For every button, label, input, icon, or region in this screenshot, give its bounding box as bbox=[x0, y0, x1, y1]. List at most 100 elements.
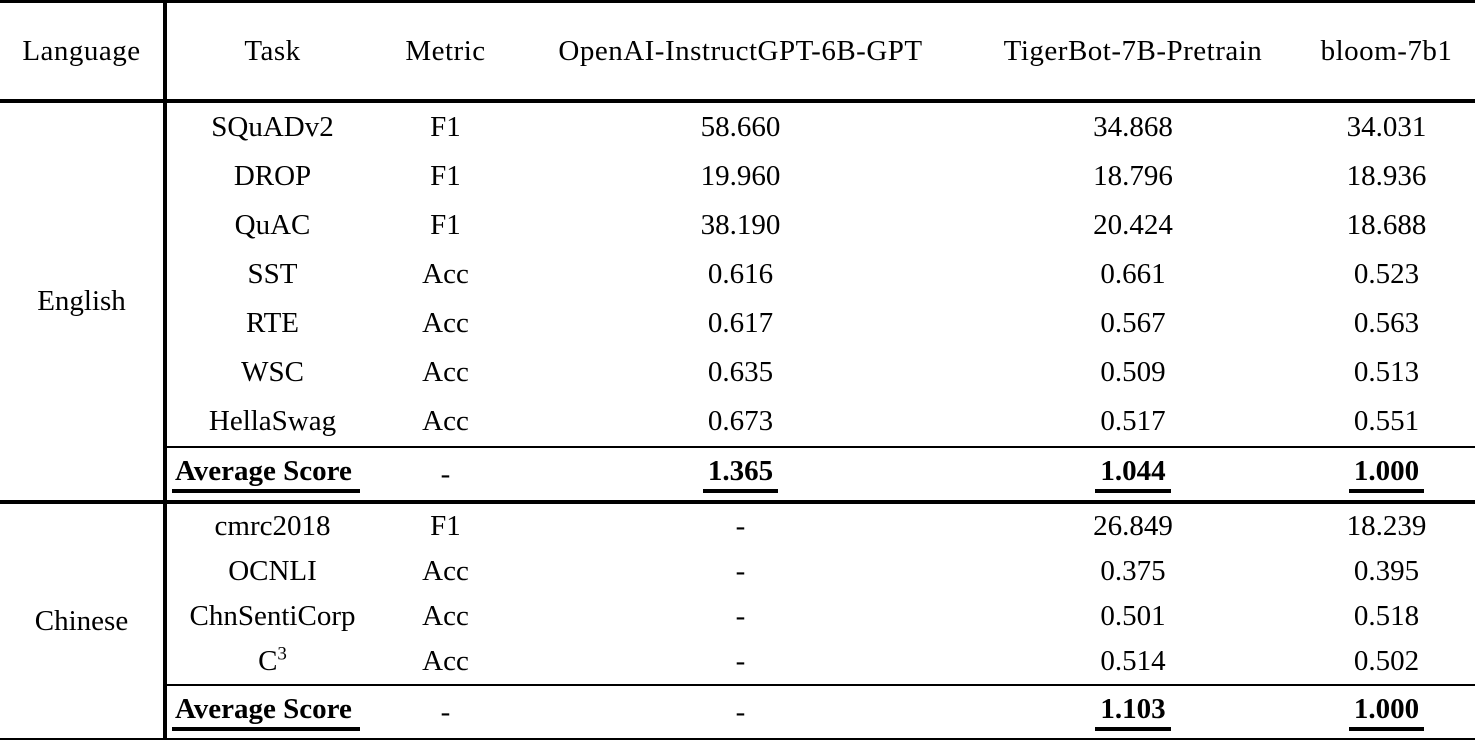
metric-cell: F1 bbox=[430, 510, 461, 542]
score-cell: 0.551 bbox=[1353, 405, 1420, 437]
metric-cell: F1 bbox=[430, 209, 461, 241]
header-model-openai-instructgpt: OpenAI-InstructGPT-6B-GPT bbox=[513, 1, 968, 103]
metric-cell: - bbox=[378, 446, 513, 502]
average-score-row: Average Score - 1.365 1.044 1.000 bbox=[0, 446, 1475, 502]
metric-cell: Acc bbox=[422, 307, 469, 339]
score-cell: - bbox=[735, 600, 746, 632]
score-cell: 18.688 bbox=[1346, 209, 1427, 241]
task-base: C bbox=[258, 645, 278, 677]
score-cell: 0.502 bbox=[1353, 645, 1420, 677]
average-score-row: Average Score - - 1.103 1.000 bbox=[0, 684, 1475, 740]
header-metric: Metric bbox=[378, 1, 513, 103]
table-row: HellaSwag Acc 0.673 0.517 0.551 bbox=[0, 397, 1475, 447]
header-model-bloom-7b1: bloom-7b1 bbox=[1298, 1, 1475, 103]
table-header: Language Task Metric OpenAI-InstructGPT-… bbox=[0, 1, 1475, 103]
table-row: DROP F1 19.960 18.796 18.936 bbox=[0, 152, 1475, 201]
score-cell: 20.424 bbox=[1093, 209, 1173, 241]
score-cell: 0.501 bbox=[1100, 600, 1166, 632]
metric-cell: Acc bbox=[422, 600, 469, 632]
score-cell: 0.518 bbox=[1353, 600, 1420, 632]
metric-cell: F1 bbox=[430, 111, 461, 143]
average-score-value: 1.044 bbox=[1095, 455, 1171, 494]
task-cell: SST bbox=[247, 258, 298, 290]
task-cell: DROP bbox=[233, 160, 312, 192]
score-cell: 0.617 bbox=[707, 307, 774, 339]
metric-cell: F1 bbox=[430, 160, 461, 192]
average-score-value: 1.103 bbox=[1095, 693, 1171, 732]
table-row: OCNLI Acc - 0.375 0.395 bbox=[0, 549, 1475, 594]
average-label-cell: Average Score bbox=[165, 684, 378, 740]
task-cell: QuAC bbox=[234, 209, 311, 241]
header-task: Task bbox=[165, 1, 378, 103]
table-row: RTE Acc 0.617 0.567 0.563 bbox=[0, 299, 1475, 348]
metric-cell: Acc bbox=[422, 405, 469, 437]
task-cell: SQuADv2 bbox=[211, 111, 334, 143]
task-cell: OCNLI bbox=[228, 555, 317, 587]
table-row: C3 Acc - 0.514 0.502 bbox=[0, 639, 1475, 685]
metric-cell: Acc bbox=[422, 356, 469, 388]
section-chinese: Chinese cmrc2018 F1 - 26.849 18.239 OCNL… bbox=[0, 502, 1475, 740]
table-row: Chinese cmrc2018 F1 - 26.849 18.239 bbox=[0, 502, 1475, 740]
score-cell: 0.375 bbox=[1100, 555, 1166, 587]
average-score-value: 1.365 bbox=[702, 455, 779, 494]
score-cell: 19.960 bbox=[700, 160, 781, 192]
task-cell: RTE bbox=[245, 307, 300, 339]
header-model-tigerbot-pretrain: TigerBot-7B-Pretrain bbox=[968, 1, 1298, 103]
average-score-cell: 1.044 bbox=[968, 446, 1298, 502]
score-cell: 0.635 bbox=[707, 356, 774, 388]
score-cell: - bbox=[735, 645, 746, 677]
score-cell: 34.868 bbox=[1093, 111, 1173, 143]
score-cell: 18.796 bbox=[1093, 160, 1173, 192]
score-cell: 0.616 bbox=[707, 258, 774, 290]
score-cell: 18.936 bbox=[1346, 160, 1427, 192]
metric-cell: Acc bbox=[422, 258, 469, 290]
language-cell-english: English bbox=[0, 101, 167, 502]
score-cell: 18.239 bbox=[1346, 510, 1427, 542]
task-cell-c3: C3 bbox=[165, 639, 378, 685]
table-row: ChnSentiCorp Acc - 0.501 0.518 bbox=[0, 594, 1475, 639]
score-cell: - bbox=[735, 510, 746, 542]
score-cell: 0.567 bbox=[1100, 307, 1166, 339]
score-cell: 58.660 bbox=[700, 111, 781, 143]
table-row: QuAC F1 38.190 20.424 18.688 bbox=[0, 201, 1475, 250]
score-cell: 38.190 bbox=[700, 209, 781, 241]
score-cell: 0.514 bbox=[1100, 645, 1166, 677]
task-cell: WSC bbox=[241, 356, 304, 388]
table-row: SST Acc 0.616 0.661 0.523 bbox=[0, 250, 1475, 299]
score-cell: 0.517 bbox=[1100, 405, 1166, 437]
header-language: Language bbox=[0, 1, 167, 103]
score-cell: 0.563 bbox=[1353, 307, 1420, 339]
average-score-value: 1.000 bbox=[1348, 455, 1425, 494]
average-score-cell: 1.000 bbox=[1298, 684, 1475, 740]
language-cell-chinese: Chinese bbox=[0, 502, 167, 740]
score-cell: 0.523 bbox=[1353, 258, 1420, 290]
section-english: English SQuADv2 F1 58.660 34.868 34.031 … bbox=[0, 101, 1475, 502]
score-cell: - bbox=[513, 684, 968, 740]
score-cell: 34.031 bbox=[1346, 111, 1427, 143]
task-cell: ChnSentiCorp bbox=[189, 600, 356, 632]
header-row: Language Task Metric OpenAI-InstructGPT-… bbox=[0, 1, 1475, 103]
average-label: Average Score bbox=[172, 693, 360, 732]
average-label: Average Score bbox=[172, 455, 360, 494]
score-cell: - bbox=[735, 555, 746, 587]
score-cell: 0.661 bbox=[1100, 258, 1166, 290]
score-cell: 0.395 bbox=[1353, 555, 1420, 587]
task-superscript: 3 bbox=[277, 643, 287, 665]
average-score-cell: 1.000 bbox=[1298, 446, 1475, 502]
metric-cell: - bbox=[378, 684, 513, 740]
score-cell: 0.513 bbox=[1353, 356, 1420, 388]
score-cell: 0.673 bbox=[707, 405, 774, 437]
metric-cell: Acc bbox=[422, 555, 469, 587]
metric-cell: Acc bbox=[422, 645, 469, 677]
task-cell: cmrc2018 bbox=[214, 510, 331, 542]
average-score-value: 1.000 bbox=[1348, 693, 1425, 732]
average-label-cell: Average Score bbox=[165, 446, 378, 502]
average-score-cell: 1.365 bbox=[513, 446, 968, 502]
score-cell: 0.509 bbox=[1100, 356, 1166, 388]
task-cell: HellaSwag bbox=[208, 405, 337, 437]
score-cell: 26.849 bbox=[1093, 510, 1173, 542]
average-score-cell: 1.103 bbox=[968, 684, 1298, 740]
table-row: English SQuADv2 F1 58.660 34.868 34.031 bbox=[0, 101, 1475, 502]
table-row: WSC Acc 0.635 0.509 0.513 bbox=[0, 348, 1475, 397]
